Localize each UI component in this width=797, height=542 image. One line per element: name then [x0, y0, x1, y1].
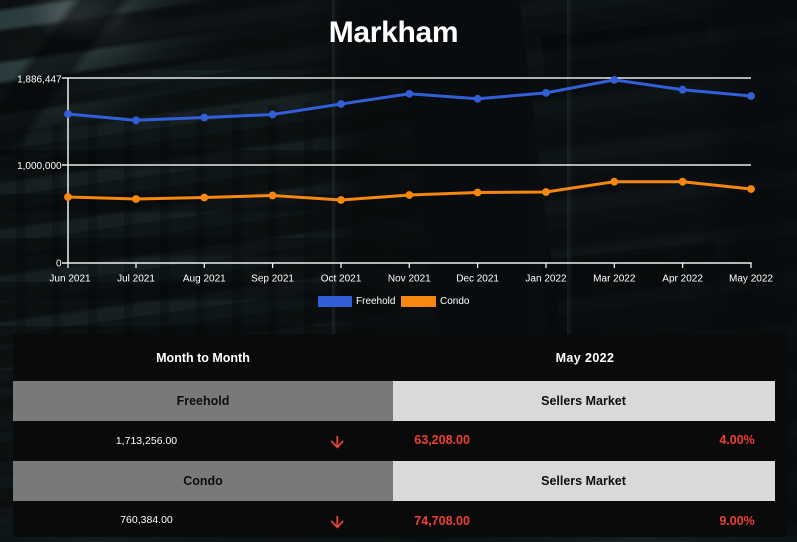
svg-text:Dec 2021: Dec 2021: [456, 273, 499, 284]
svg-text:Jan 2022: Jan 2022: [525, 273, 567, 284]
svg-text:Nov 2021: Nov 2021: [388, 273, 431, 284]
svg-text:Sep 2021: Sep 2021: [251, 273, 294, 284]
svg-text:1,000,000: 1,000,000: [17, 161, 62, 172]
svg-text:May 2022: May 2022: [729, 273, 773, 284]
svg-text:Jul 2021: Jul 2021: [117, 273, 155, 284]
svg-text:Aug 2021: Aug 2021: [183, 273, 226, 284]
svg-text:Apr 2022: Apr 2022: [662, 273, 703, 284]
svg-text:Jun 2021: Jun 2021: [49, 273, 91, 284]
svg-text:1,886,447: 1,886,447: [17, 75, 62, 86]
svg-text:0: 0: [56, 259, 62, 270]
svg-text:Oct 2021: Oct 2021: [321, 273, 362, 284]
svg-text:Mar 2022: Mar 2022: [593, 273, 636, 284]
